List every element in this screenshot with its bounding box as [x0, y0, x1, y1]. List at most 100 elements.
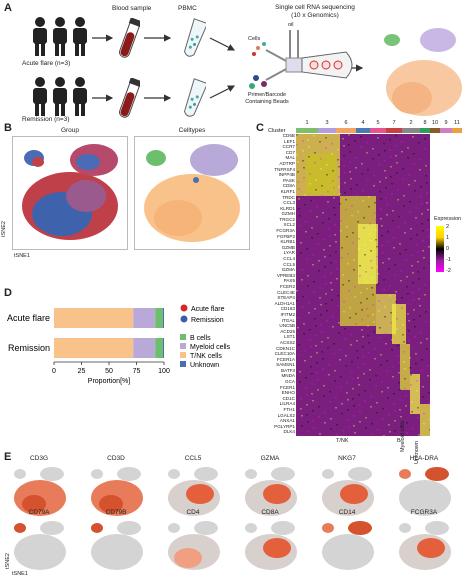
gene-label-column: CD6B LEF1 CCR7 CD7 MAL ADTRP TNFRSF4 INPP4B PASK… [256, 133, 295, 436]
heatmap-speckle [391, 183, 393, 185]
feature-plot [245, 521, 297, 570]
heatmap-speckle [427, 219, 429, 221]
gene-label: TRDC [282, 194, 295, 200]
heatmap-speckle [323, 249, 325, 251]
heatmap-speckle [357, 377, 359, 379]
heatmap-speckle [374, 202, 376, 204]
beads-label-1: Primer/Barcode [247, 92, 287, 98]
celltype-legend-label: Myeloid cells [190, 344, 231, 351]
heatmap-speckle [323, 395, 325, 397]
heatmap-speckle [302, 150, 304, 152]
heatmap-speckle [357, 221, 359, 223]
heatmap-speckle [423, 257, 425, 259]
cluster-id-2: 2 [409, 120, 413, 126]
heatmap-speckle [375, 385, 377, 387]
heatmap-speckle [348, 144, 350, 146]
heatmap-speckle [311, 383, 313, 385]
heatmap-speckle [321, 331, 323, 333]
heatmap-speckle [389, 149, 391, 151]
gene-label: CLEC4E [277, 289, 295, 295]
heatmap-speckle [426, 202, 428, 204]
heatmap-speckle [403, 351, 405, 353]
heatmap-speckle [429, 273, 430, 275]
heatmap-speckle [351, 215, 353, 217]
category-label: Acute flare [7, 313, 50, 323]
heatmap-speckle [347, 263, 349, 265]
heatmap-speckle [340, 220, 342, 222]
heatmap-speckle [323, 239, 325, 241]
heatmap-speckle [384, 316, 386, 318]
heatmap-speckle [409, 347, 411, 349]
heatmap-speckle [373, 321, 375, 323]
gene-label: LILRA4 [279, 401, 295, 407]
heatmap-speckle [331, 289, 333, 291]
tsne-b-cluster [399, 469, 411, 479]
heatmap-speckle [344, 192, 346, 194]
heatmap-speckle [409, 367, 411, 369]
heatmap-speckle [395, 145, 397, 147]
heatmap-speckle [303, 333, 305, 335]
heatmap-speckle [403, 341, 405, 343]
heatmap-speckle [371, 433, 373, 435]
heatmap-speckle [408, 174, 410, 176]
heatmap-speckle [357, 211, 359, 213]
heatmap-speckle [318, 406, 320, 408]
heatmap-speckle [428, 236, 430, 238]
heatmap-speckle [354, 286, 356, 288]
heatmap-speckle [356, 340, 358, 342]
heatmap-speckle [383, 279, 385, 281]
heatmap-speckle [339, 213, 341, 215]
heatmap-speckle [408, 330, 410, 332]
gene-label: FGFBP2 [277, 233, 295, 239]
heatmap-speckle [306, 414, 308, 416]
heatmap-speckle [352, 232, 354, 234]
heatmap-speckle [393, 237, 395, 239]
heatmap-speckle [420, 342, 422, 344]
heatmap-speckle [402, 168, 404, 170]
heatmap-speckle [358, 394, 360, 396]
heatmap-speckle [395, 301, 397, 303]
heatmap-speckle [410, 238, 412, 240]
heatmap-speckle [364, 390, 366, 392]
gene-label: PASK [283, 177, 295, 183]
heatmap-speckle [339, 203, 341, 205]
heatmap-speckle [325, 283, 327, 285]
myeloid-bottom-label: Myeloid cells [400, 420, 406, 452]
heatmap-speckle [301, 425, 303, 427]
heatmap-speckle [360, 292, 362, 294]
heatmap-speckle [390, 312, 392, 314]
heatmap-speckle [337, 159, 339, 161]
heatmap-speckle [408, 184, 410, 186]
heatmap-speckle [412, 272, 414, 274]
panel-label-b: B [4, 122, 12, 134]
group-legend-dot [180, 315, 188, 323]
gene-label: CDKN1C [276, 345, 295, 351]
heatmap-speckle [399, 253, 401, 255]
cluster-color-5 [370, 128, 386, 133]
heatmap-speckle [413, 309, 415, 311]
cluster-color-9 [440, 128, 452, 133]
heatmap-speckle [311, 227, 313, 229]
celltype-legend-label: B cells [190, 335, 211, 342]
heatmap-speckle [396, 162, 398, 164]
heatmap-speckle [355, 313, 357, 315]
heatmap-speckle [335, 407, 337, 409]
heatmap-speckle [321, 195, 323, 197]
heatmap-speckle [327, 347, 329, 349]
gene-label: KLRB1 [280, 239, 295, 245]
heatmap-speckle [380, 208, 382, 210]
heatmap-speckle [358, 238, 360, 240]
tsne-myeloid-cluster [194, 467, 218, 481]
pbmc-tube-icon [183, 18, 206, 57]
heatmap-speckle [391, 339, 393, 341]
heatmap-speckle [377, 137, 379, 139]
heatmap-speckle [415, 363, 417, 365]
heatmap-speckle [324, 276, 326, 278]
bar-segment [155, 338, 163, 358]
heatmap-speckle [393, 403, 395, 405]
heatmap-speckle [327, 191, 329, 193]
heatmap-speckle [310, 200, 312, 202]
heatmap-speckle [414, 336, 416, 338]
heatmap-speckle [411, 401, 413, 403]
heatmap-speckle [299, 215, 301, 217]
